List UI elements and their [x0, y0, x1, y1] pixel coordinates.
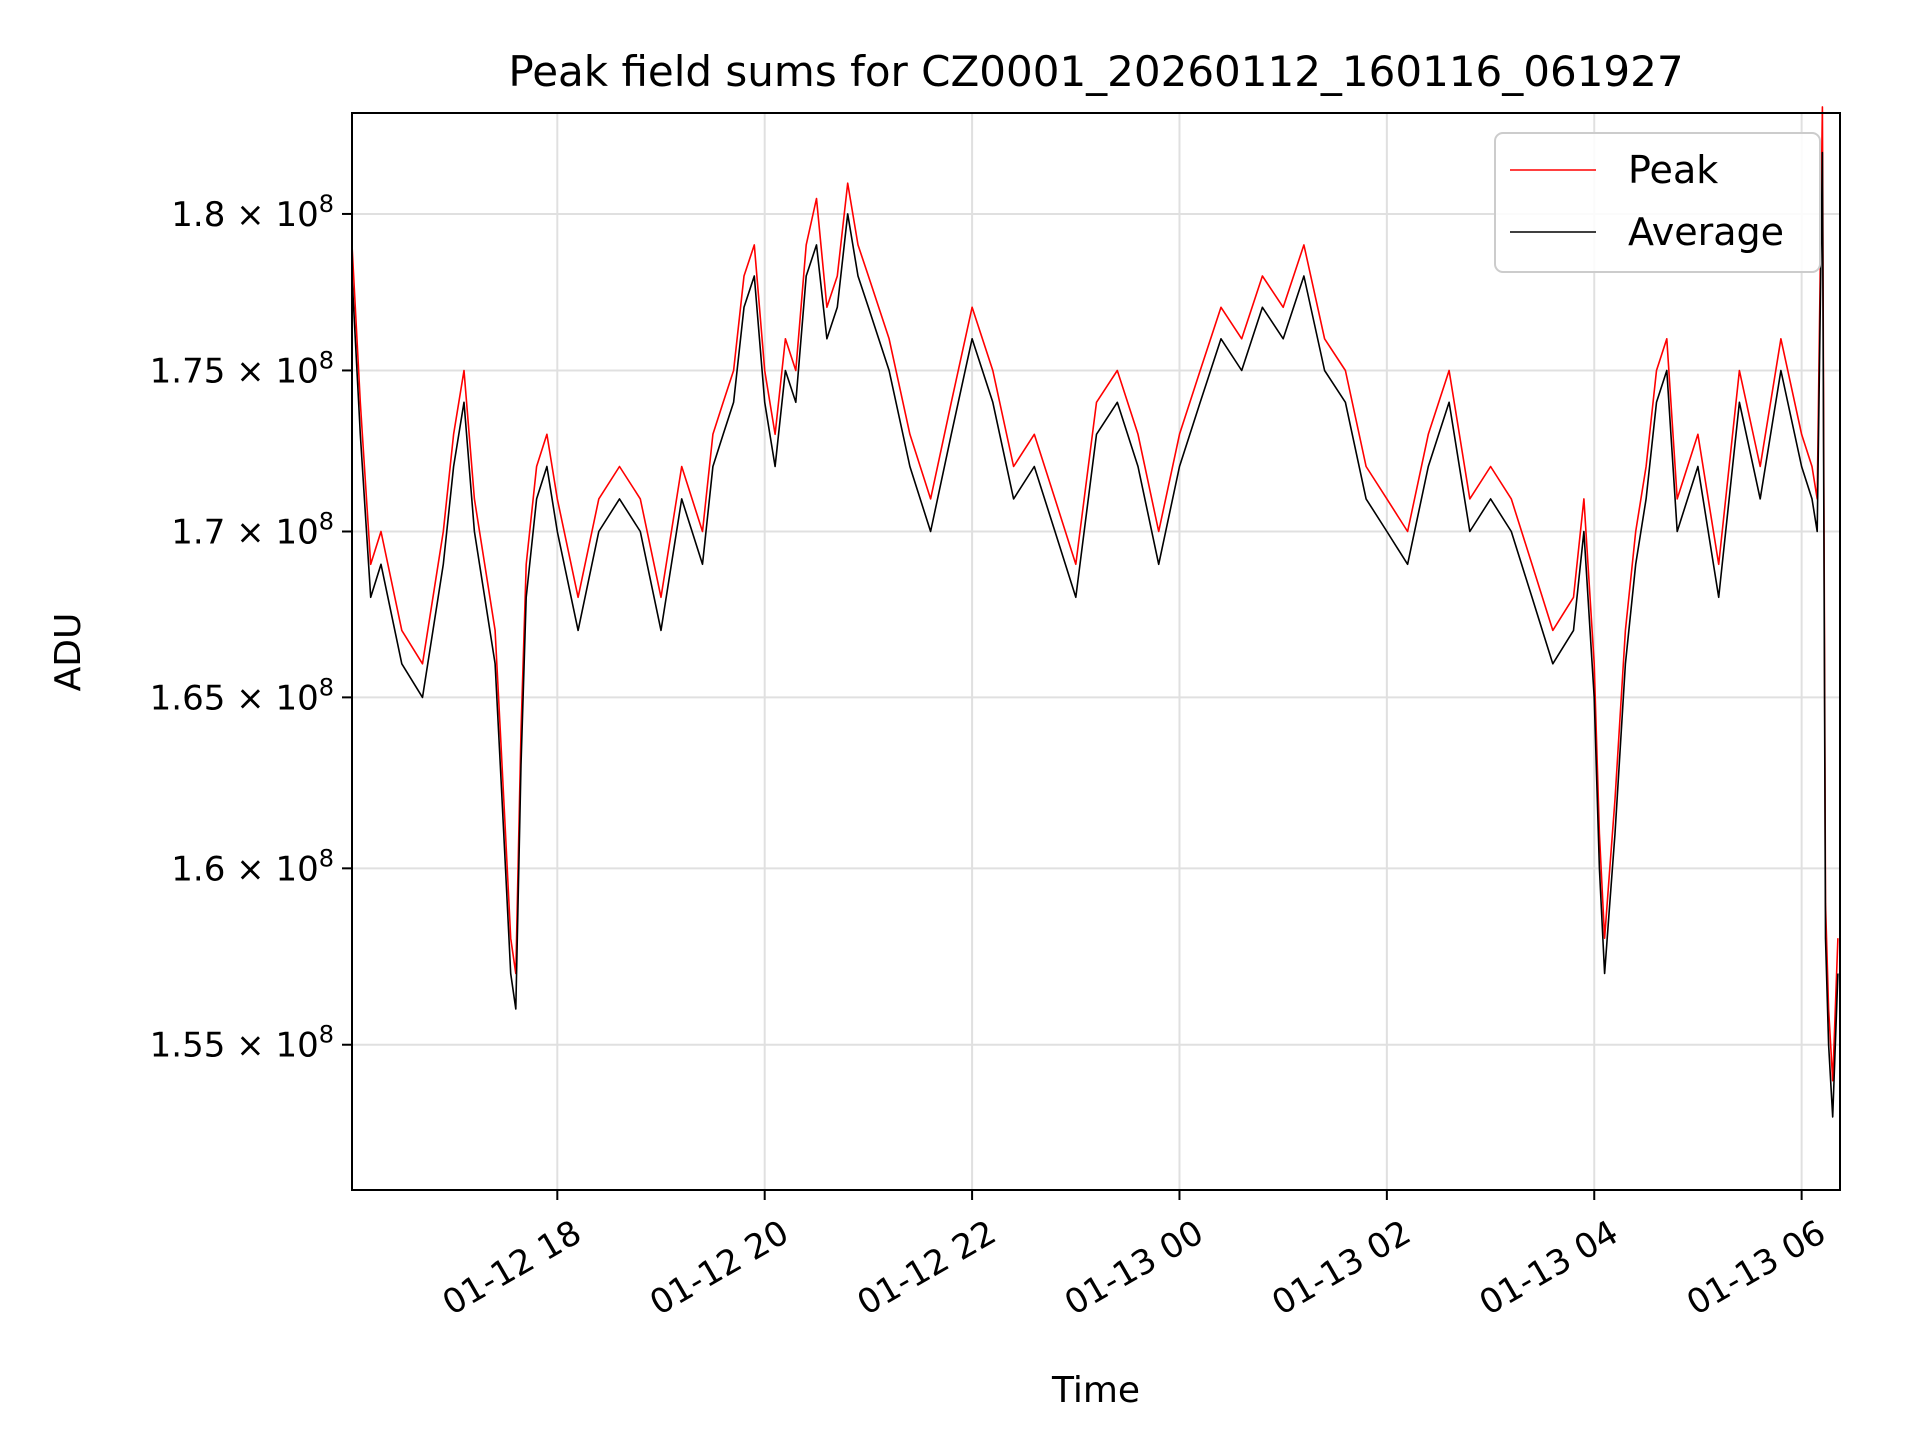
grid	[352, 113, 1840, 1190]
y-axis-label: ADU	[48, 613, 89, 692]
legend-average-label: Average	[1628, 210, 1784, 254]
legend: Peak Average	[1494, 132, 1821, 273]
series-layer	[351, 106, 1839, 1118]
chart-title: Peak field sums for CZ0001_20260112_1601…	[508, 47, 1683, 96]
legend-box	[1494, 132, 1821, 273]
plot-frame	[351, 112, 1841, 1191]
y-tick-label: 1.6 × 108	[171, 844, 334, 889]
y-tick-label: 1.65 × 108	[150, 673, 334, 718]
legend-peak-label: Peak	[1628, 148, 1718, 192]
y-tick-label: 1.55 × 108	[150, 1021, 334, 1066]
y-tick-label: 1.8 × 108	[171, 190, 334, 235]
x-axis-label: Time	[1051, 1370, 1140, 1411]
series-peak-line	[351, 106, 1839, 1082]
y-tick-label: 1.7 × 108	[171, 508, 334, 553]
y-tick-label: 1.75 × 108	[150, 346, 334, 391]
series-average-line	[351, 151, 1839, 1118]
